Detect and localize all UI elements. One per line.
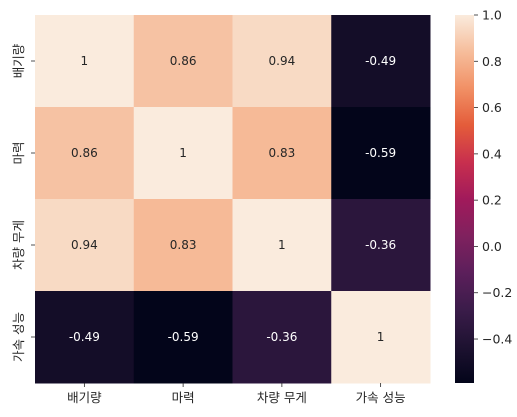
heatmap-cell [331, 15, 431, 108]
heatmap-cell [133, 199, 233, 292]
heatmap-cell [232, 15, 332, 108]
x-tick-label: 가속 성능 [356, 390, 406, 405]
colorbar-tick-label: −0.2 [482, 285, 512, 300]
colorbar-tick-label: 0.8 [482, 54, 502, 69]
colorbar-tick-label: 1.0 [482, 8, 502, 23]
heatmap-cell [232, 107, 332, 200]
heatmap-cell [232, 199, 332, 292]
colorbar-tick-label: 0.0 [482, 239, 502, 254]
x-tick-label: 마력 [172, 390, 195, 405]
heatmap-cell [35, 107, 135, 200]
cell-value-label: -0.59 [168, 330, 199, 344]
cell-value-label: 1 [377, 330, 385, 344]
colorbar-tick-label: −0.4 [482, 332, 512, 347]
cell-value-label: 1 [278, 238, 286, 252]
x-tick-label: 배기량 [67, 390, 102, 405]
y-tick-label: 배기량 [11, 43, 26, 78]
cell-value-label: -0.49 [69, 330, 100, 344]
heatmap-cell [133, 15, 233, 108]
cell-value-label: 0.83 [269, 146, 296, 160]
cell-value-label: -0.36 [266, 330, 297, 344]
cell-value-label: -0.36 [365, 238, 396, 252]
cell-value-label: -0.49 [365, 54, 396, 68]
heatmap-cell-labels: 1 0.86 0.94 -0.49 0.86 1 0.83 -0.59 0.94 0.83 1 -0.… [69, 54, 396, 344]
heatmap-cell [232, 291, 332, 384]
y-tick-label: 차량 무게 [11, 220, 26, 270]
cell-value-label: 1 [179, 146, 187, 160]
cell-value-label: -0.59 [365, 146, 396, 160]
colorbar: 1.0 0.8 0.6 0.4 0.2 0.0 −0.2 −0.4 [455, 8, 512, 383]
cell-value-label: 0.94 [71, 238, 98, 252]
x-axis-ticks: 배기량 마력 차량 무게 가속 성능 [67, 383, 406, 405]
heatmap-cell [35, 291, 135, 384]
y-tick-label: 마력 [11, 141, 26, 164]
cell-value-label: 1 [81, 54, 89, 68]
heatmap-cells [35, 15, 431, 384]
heatmap-cell [35, 199, 135, 292]
colorbar-tick-label: 0.6 [482, 100, 502, 115]
cell-value-label: 0.83 [170, 238, 197, 252]
cell-value-label: 0.94 [269, 54, 296, 68]
colorbar-tick-label: 0.4 [482, 146, 502, 161]
heatmap-cell [133, 291, 233, 384]
cell-value-label: 0.86 [170, 54, 197, 68]
x-tick-label: 차량 무게 [257, 390, 307, 405]
colorbar-gradient [455, 15, 474, 383]
heatmap-cell [331, 107, 431, 200]
heatmap-cell [331, 199, 431, 292]
colorbar-tick-label: 0.2 [482, 193, 502, 208]
heatmap-cell [35, 15, 135, 108]
y-tick-label: 가속 성능 [11, 312, 26, 362]
cell-value-label: 0.86 [71, 146, 98, 160]
heatmap-cell [133, 107, 233, 200]
heatmap-cell [331, 291, 431, 384]
